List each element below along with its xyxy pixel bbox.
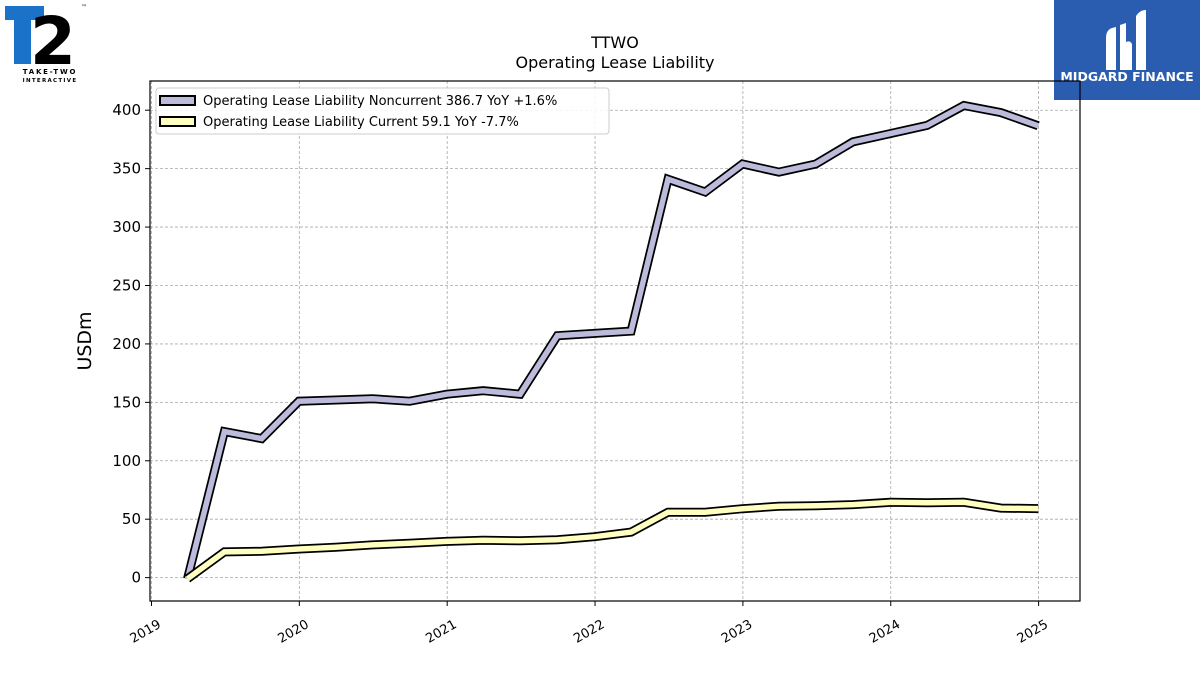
- y-tick-label: 200: [112, 335, 141, 353]
- x-tick-label: 2025: [1015, 617, 1051, 647]
- legend-label-1: Operating Lease Liability Current 59.1 Y…: [203, 115, 519, 130]
- x-axis-ticks: 2019 2020 2021 2022 2023 2024 2025: [128, 601, 1051, 647]
- legend-swatch-0: [159, 95, 196, 106]
- series-line-1: [185, 499, 1039, 582]
- t2-logo-line1: TAKE-TWO: [23, 68, 78, 76]
- y-tick-label: 350: [112, 160, 141, 178]
- grid-lines: [150, 81, 1080, 601]
- y-tick-label: 300: [112, 218, 141, 236]
- series-lines: [183, 100, 1040, 583]
- legend-swatch-1: [159, 116, 196, 127]
- x-tick-label: 2021: [423, 617, 459, 647]
- y-tick-label: 100: [112, 452, 141, 470]
- legend-label-0: Operating Lease Liability Noncurrent 386…: [203, 94, 557, 109]
- x-tick-label: 2023: [719, 617, 755, 647]
- midgard-finance-logo: MIDGARD FINANCE: [1054, 0, 1200, 100]
- legend: Operating Lease Liability Noncurrent 386…: [155, 87, 610, 135]
- y-axis-ticks: 0 50 100 150 200 250 300 350 400: [112, 101, 150, 587]
- legend-box: [155, 87, 610, 135]
- t2-logo-line2: INTERACTIVE: [23, 78, 78, 84]
- t2-logo-mark: 2: [30, 3, 76, 80]
- y-tick-label: 50: [122, 510, 141, 528]
- take-two-logo: 2 ™ TAKE-TWO INTERACTIVE: [0, 0, 100, 90]
- x-tick-label: 2019: [128, 617, 164, 647]
- x-tick-label: 2020: [276, 617, 312, 647]
- chart-title: TTWO: [590, 33, 639, 52]
- chart-subtitle: Operating Lease Liability: [515, 53, 714, 72]
- series-outline-1: [184, 497, 1039, 583]
- series-outline-0: [183, 100, 1040, 580]
- y-tick-label: 0: [131, 569, 141, 587]
- t2-logo-tm: ™: [81, 4, 87, 11]
- x-tick-label: 2024: [867, 617, 903, 647]
- y-tick-label: 400: [112, 101, 141, 119]
- y-tick-label: 150: [112, 393, 141, 411]
- x-tick-label: 2022: [571, 617, 607, 647]
- midgard-finance-emblem-icon: [1106, 10, 1146, 70]
- y-tick-label: 250: [112, 276, 141, 294]
- plot-frame: [149, 80, 1081, 602]
- t2-logo-t-stem: [14, 6, 31, 64]
- y-axis-label: USDm: [74, 311, 96, 370]
- brand-name: MIDGARD FINANCE: [1060, 69, 1193, 84]
- series-line-0: [184, 102, 1040, 580]
